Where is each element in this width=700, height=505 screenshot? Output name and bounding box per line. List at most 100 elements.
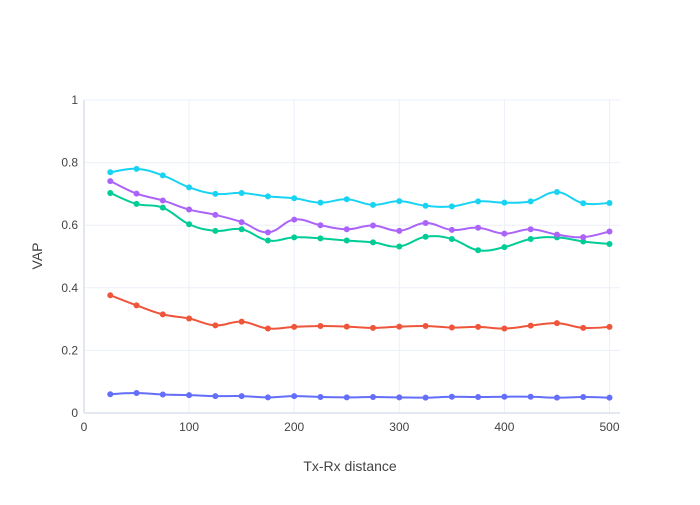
plot-area-background: [84, 100, 620, 413]
data-point: [133, 190, 140, 197]
x-tick-label: 100: [179, 420, 199, 434]
data-point: [448, 203, 455, 210]
data-point: [264, 325, 271, 332]
series-group: [107, 165, 613, 401]
data-point: [133, 302, 140, 309]
x-axis-tick-labels: 0 100 200 300 400 500: [81, 420, 620, 434]
data-point: [475, 394, 482, 401]
data-point: [606, 323, 613, 330]
data-point: [527, 198, 534, 205]
data-point: [317, 235, 324, 242]
data-point: [212, 211, 219, 218]
data-point: [343, 196, 350, 203]
data-point: [159, 311, 166, 318]
data-point: [238, 219, 245, 226]
data-point: [212, 393, 219, 400]
data-point: [422, 394, 429, 401]
data-point: [501, 393, 508, 400]
data-point: [107, 178, 114, 185]
data-point: [133, 389, 140, 396]
data-point: [553, 320, 560, 327]
x-tick-label: 400: [494, 420, 514, 434]
data-point: [186, 206, 193, 213]
series-5: [107, 165, 613, 210]
y-tick-label: 0.2: [61, 343, 78, 357]
data-point: [343, 226, 350, 233]
data-point: [475, 247, 482, 254]
data-point: [238, 318, 245, 325]
data-point: [396, 198, 403, 205]
data-point: [291, 393, 298, 400]
x-axis-title: Tx-Rx distance: [303, 458, 397, 474]
data-point: [606, 228, 613, 235]
data-point: [317, 394, 324, 401]
data-point: [553, 189, 560, 196]
data-point: [475, 323, 482, 330]
data-point: [133, 165, 140, 172]
data-point: [370, 239, 377, 246]
data-point: [238, 393, 245, 400]
data-point: [475, 198, 482, 205]
data-point: [343, 237, 350, 244]
y-tick-label: 0.4: [61, 281, 78, 295]
data-point: [475, 224, 482, 231]
data-point: [212, 322, 219, 329]
data-point: [186, 315, 193, 322]
data-point: [370, 394, 377, 401]
data-point: [107, 391, 114, 398]
y-tick-label: 0.8: [61, 156, 78, 170]
data-point: [264, 193, 271, 200]
data-point: [606, 199, 613, 206]
zero-lines: [83, 100, 620, 414]
data-point: [107, 169, 114, 176]
data-point: [422, 220, 429, 227]
data-point: [527, 235, 534, 242]
data-point: [606, 240, 613, 247]
data-point: [186, 221, 193, 228]
data-point: [370, 324, 377, 331]
data-point: [159, 197, 166, 204]
data-point: [501, 325, 508, 332]
data-point: [396, 394, 403, 401]
data-point: [370, 222, 377, 229]
data-point: [107, 189, 114, 196]
data-point: [448, 393, 455, 400]
data-point: [527, 393, 534, 400]
data-point: [396, 323, 403, 330]
y-tick-label: 0: [71, 406, 78, 420]
x-tick-label: 200: [284, 420, 304, 434]
data-point: [133, 200, 140, 207]
data-point: [212, 227, 219, 234]
data-point: [501, 230, 508, 237]
data-point: [580, 238, 587, 245]
data-point: [501, 199, 508, 206]
data-point: [580, 394, 587, 401]
data-point: [527, 226, 534, 233]
data-point: [317, 322, 324, 329]
series-3: [107, 189, 613, 254]
x-tick-label: 300: [389, 420, 409, 434]
data-point: [448, 324, 455, 331]
data-point: [553, 231, 560, 238]
y-axis-tick-labels: 0 0.2 0.4 0.6 0.8 1: [61, 93, 78, 420]
y-tick-label: 0.6: [61, 218, 78, 232]
y-axis-title: VAP: [29, 243, 45, 270]
data-point: [159, 172, 166, 179]
grid-lines: [84, 99, 620, 413]
x-tick-label: 0: [81, 420, 88, 434]
data-point: [291, 323, 298, 330]
data-point: [343, 394, 350, 401]
data-point: [580, 234, 587, 241]
series-2: [107, 292, 613, 332]
data-point: [159, 391, 166, 398]
x-tick-label: 500: [599, 420, 619, 434]
data-point: [264, 237, 271, 244]
data-point: [291, 216, 298, 223]
data-point: [343, 323, 350, 330]
data-point: [553, 394, 560, 401]
data-point: [422, 202, 429, 209]
data-point: [107, 292, 114, 299]
data-point: [291, 195, 298, 202]
